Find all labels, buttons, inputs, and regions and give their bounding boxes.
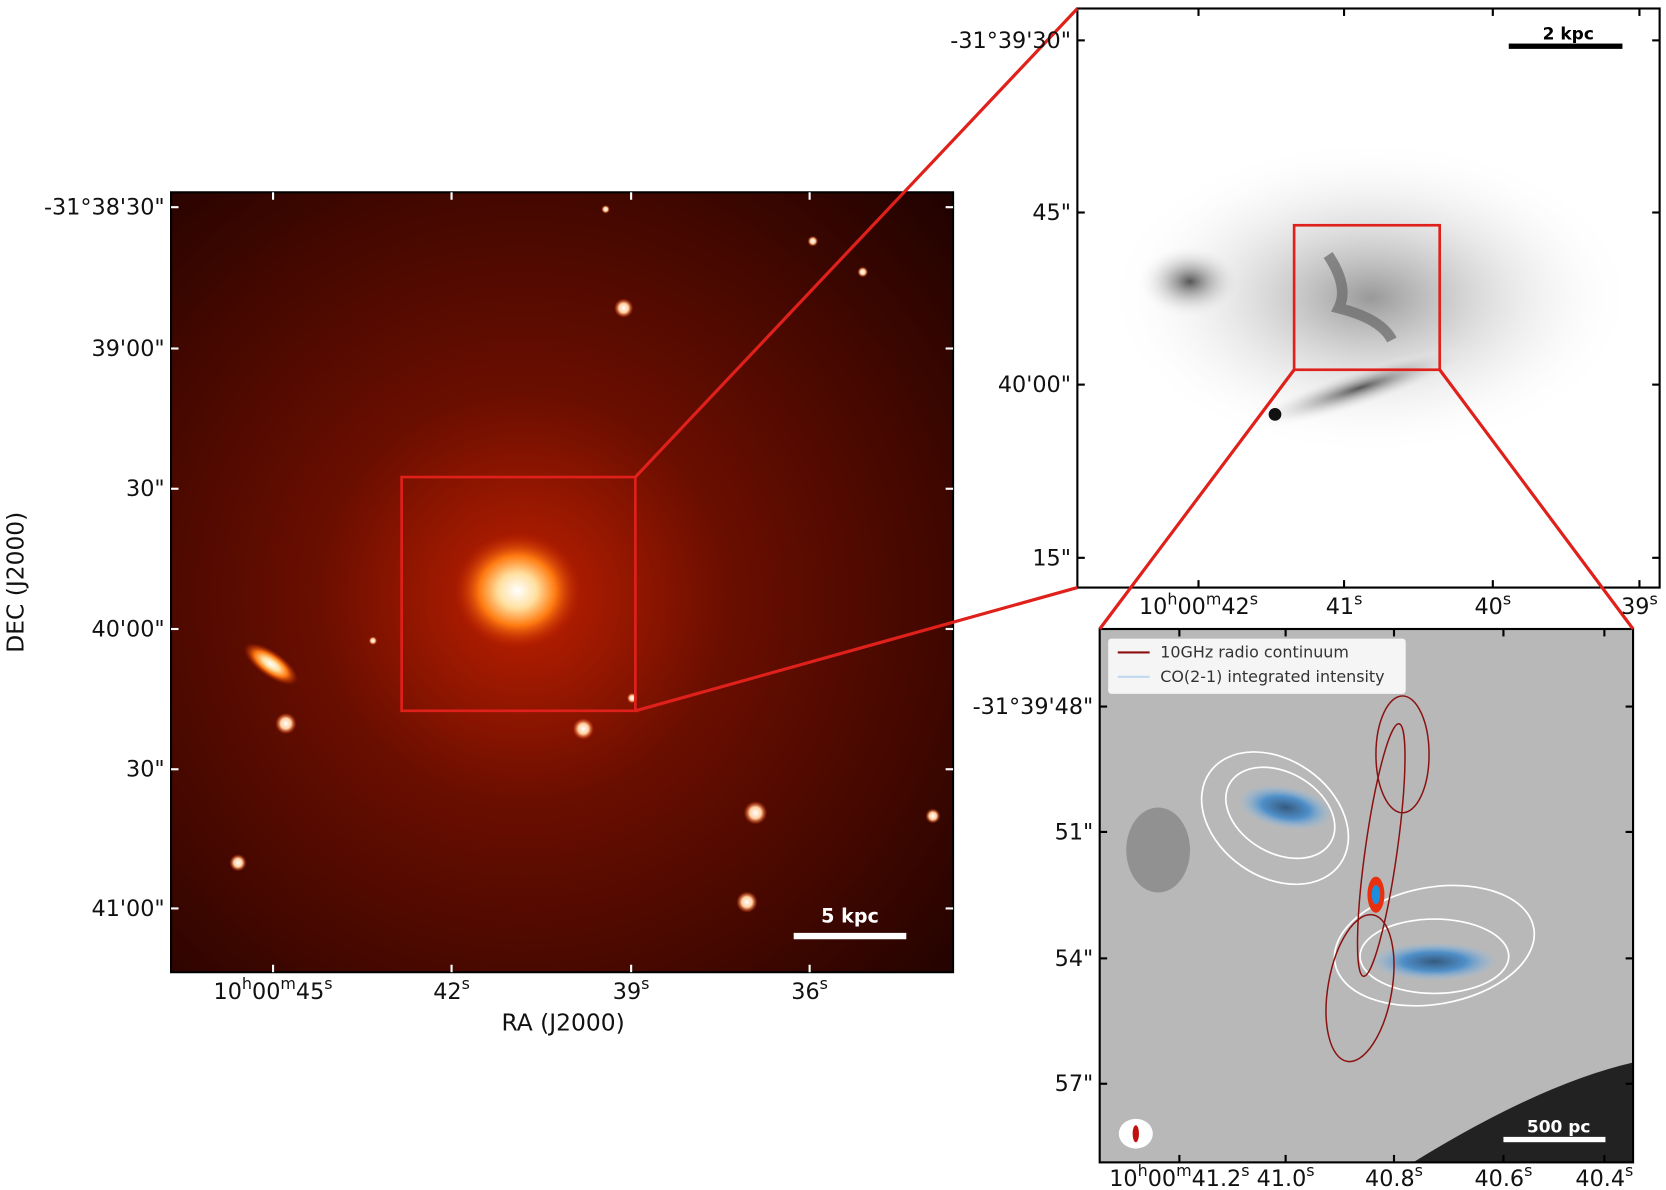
tick-unit: s [1625,1161,1633,1180]
tick-unit: s [1354,590,1362,609]
x-tick-label: 40.6s [1474,1161,1532,1190]
tick-number: 10 [1109,1166,1137,1190]
tick-unit: s [1524,1161,1532,1180]
tick-number: 41 [1326,594,1354,620]
tick-unit: h [1167,590,1177,609]
left-image [170,191,955,974]
y-tick-label: 40'00" [998,372,1071,398]
scale-bar-label: 2 kpc [1543,24,1594,44]
tick-number: 00 [1148,1166,1176,1190]
tick-number: 10 [214,979,242,1005]
y-tick-label: -31°39'48" [973,694,1094,720]
x-tick-label: 40.4s [1575,1161,1633,1190]
tick-unit: s [820,974,828,993]
tick-number: 00 [1177,594,1205,620]
y-tick-label: 30" [126,476,165,502]
x-tick-label: 10h00m42s [1139,590,1258,621]
x-tick-label: 40.8s [1365,1161,1423,1190]
y-tick-label: 30" [126,757,165,783]
tick-unit: s [1649,590,1657,609]
y-tick-label: 40'00" [92,616,165,642]
tick-number: 00 [252,979,280,1005]
y-tick-label: 39'00" [92,336,165,362]
tick-unit: s [1415,1161,1423,1180]
x-tick-label: 39s [1621,590,1658,621]
tick-unit: s [324,974,332,993]
x-tick-label: 40s [1474,590,1511,621]
y-tick-label: 57" [1055,1071,1094,1097]
tick-unit: m [1176,1161,1192,1180]
scale-bar-label: 500 pc [1527,1118,1591,1138]
tick-unit: h [1138,1161,1148,1180]
x-tick-label: 10h00m41.2s [1109,1161,1249,1190]
tick-number: 41.2 [1192,1166,1242,1190]
bottom-right-image [1098,627,1635,1164]
tick-unit: s [1250,590,1258,609]
tick-number: 42 [433,979,461,1005]
legend-entry: CO(2-1) integrated intensity [1160,667,1384,686]
y-tick-label: 51" [1055,819,1094,845]
tick-number: 45 [296,979,324,1005]
tick-number: 40.8 [1365,1166,1415,1190]
y-tick-label: -31°39'30" [950,28,1071,54]
tick-number: 39 [1621,594,1649,620]
tick-unit: h [242,974,252,993]
scale-bar-label: 5 kpc [821,904,879,927]
tick-unit: m [280,974,296,993]
y-tick-label: 15" [1032,545,1071,571]
tick-number: 40 [1474,594,1502,620]
tick-unit: s [641,974,649,993]
tick-number: 42 [1221,594,1249,620]
tick-number: 41.0 [1257,1166,1307,1190]
x-axis-label: RA (J2000) [501,1009,624,1037]
x-tick-label: 39s [613,974,650,1005]
y-tick-label: 45" [1032,200,1071,226]
x-tick-label: 41s [1326,590,1363,621]
legend-entry: 10GHz radio continuum [1160,643,1349,662]
tick-unit: s [1306,1161,1314,1180]
x-tick-label: 36s [791,974,828,1005]
tick-number: 10 [1139,594,1167,620]
tick-unit: s [1241,1161,1249,1180]
tick-unit: s [1503,590,1511,609]
tick-number: 40.6 [1474,1166,1524,1190]
tick-unit: s [462,974,470,993]
tick-number: 39 [613,979,641,1005]
y-tick-label: -31°38'30" [44,195,165,221]
tick-number: 40.4 [1575,1166,1625,1190]
x-tick-label: 41.0s [1257,1161,1315,1190]
top-right-image [1076,7,1661,589]
y-tick-label: 54" [1055,946,1094,972]
tick-number: 36 [791,979,819,1005]
y-tick-label: 41'00" [92,896,165,922]
x-tick-label: 42s [433,974,470,1005]
zoom-lines [634,7,1635,713]
x-tick-label: 10h00m45s [214,974,333,1005]
y-axis-label: DEC (J2000) [1,512,29,653]
tick-unit: m [1206,590,1222,609]
